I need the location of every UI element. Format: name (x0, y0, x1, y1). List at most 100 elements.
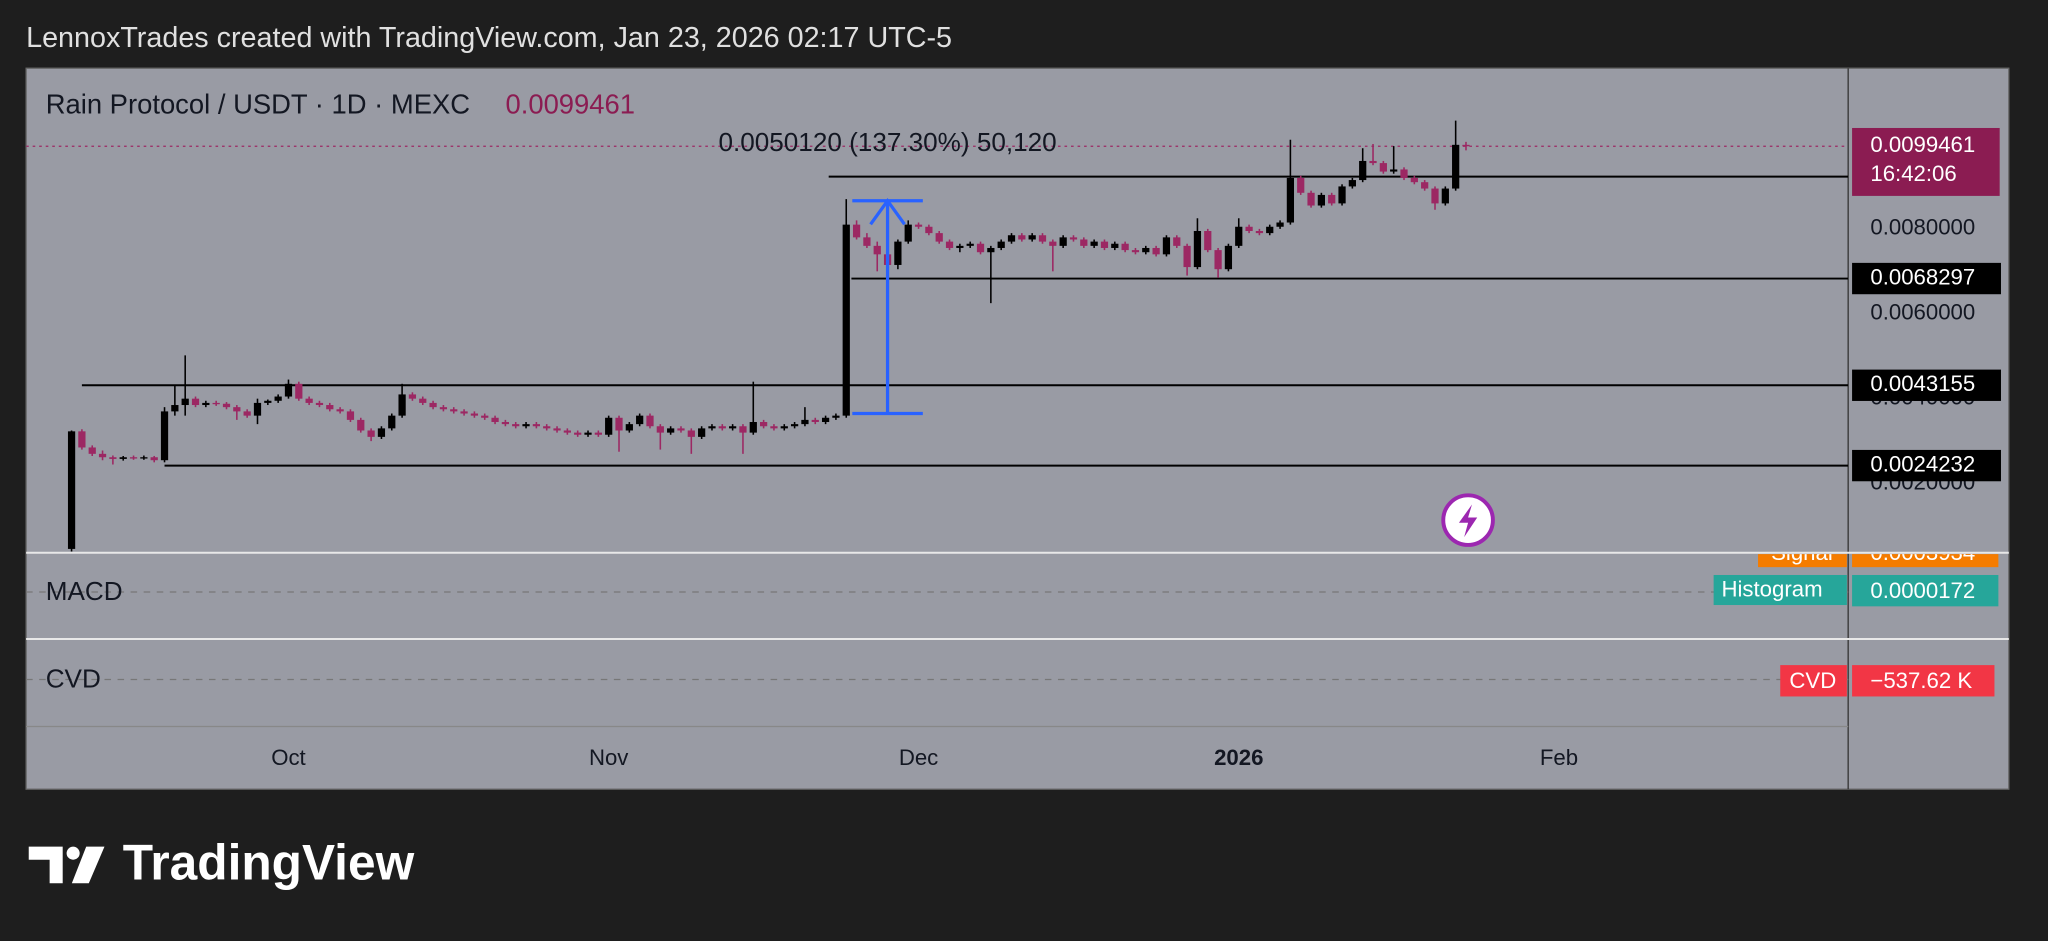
candle-body (1069, 237, 1078, 240)
candle-body (708, 426, 716, 429)
candle-body (1400, 169, 1408, 178)
candle-body (326, 405, 334, 410)
candle-body (181, 398, 189, 406)
candle-body (605, 417, 613, 435)
candle-body (1431, 188, 1439, 204)
legend-name: Histogram (1721, 577, 1822, 602)
alert-icon (1441, 493, 1495, 547)
candle-body (377, 428, 386, 437)
level-label: 0.0043155 (1870, 371, 1975, 396)
candle-body (481, 415, 489, 418)
candle-body (1152, 247, 1160, 255)
candle-body (78, 431, 86, 448)
candle-body (801, 419, 809, 425)
candle-body (1276, 222, 1284, 227)
candle-body (729, 426, 737, 429)
candle-body (656, 426, 664, 433)
candle-body (636, 415, 644, 425)
candle-body (667, 428, 675, 433)
measure-arrowhead (869, 197, 906, 226)
candle-body (470, 413, 479, 416)
pane-label: MACD (46, 576, 123, 606)
measure-label: 0.0050120 (137.30%) 50,120 (718, 127, 1056, 157)
candle-body (1038, 235, 1047, 242)
candle-body (532, 424, 540, 427)
candle-body (315, 402, 324, 406)
level-label: 0.0024232 (1870, 451, 1975, 476)
candle-body (956, 245, 964, 248)
candle-body (243, 411, 251, 416)
candle-body (760, 422, 768, 427)
legend-tag (1852, 554, 1999, 568)
level-tag (1852, 369, 2001, 401)
candle-body (1080, 239, 1088, 246)
macd-legend: Signal 0.0003934 (1758, 554, 1999, 568)
candle-body (615, 417, 623, 431)
candle-body (460, 411, 468, 414)
candle-body (1286, 177, 1295, 223)
candle-body (739, 426, 747, 433)
candle-body (945, 241, 954, 248)
x-tick-label: 2026 (1214, 745, 1263, 770)
candle-body (67, 431, 76, 549)
candle-body (687, 430, 695, 437)
candle-body (398, 394, 406, 416)
candle-body (790, 424, 799, 427)
candle-body (305, 398, 313, 403)
candle-body (501, 422, 510, 425)
last-price-label: 0.0099461 (1870, 132, 1975, 157)
footer-brand: TradingView (123, 834, 415, 890)
candle-body (1348, 180, 1356, 187)
candle-body (1255, 230, 1264, 234)
candle-body (1018, 235, 1026, 240)
candle-body (770, 426, 778, 429)
candle-body (408, 394, 417, 399)
candle-body (202, 402, 210, 406)
candle-body (388, 415, 396, 429)
candle-body (98, 453, 107, 458)
candle-body (894, 241, 902, 265)
candle-body (1090, 241, 1098, 246)
price-pane (26, 120, 1849, 552)
chart-title: Rain Protocol / USDT · 1D · MEXC (46, 88, 470, 119)
candle-body (222, 403, 231, 408)
candle-body (914, 224, 923, 227)
candle-body (1266, 226, 1274, 234)
candle-body (1317, 194, 1325, 206)
candle-body (780, 426, 788, 429)
last-price-tag (1852, 127, 2000, 196)
candle-body (522, 424, 530, 427)
candle-body (976, 243, 985, 253)
candle-body (450, 409, 458, 412)
candle-body (625, 424, 633, 431)
candle-body (1183, 245, 1191, 268)
candle-body (129, 457, 138, 459)
candle-body (346, 411, 355, 420)
candle-body (150, 457, 158, 461)
candle-body (1131, 250, 1140, 253)
candle-body (1390, 169, 1398, 172)
chart-panel (25, 67, 2010, 790)
legend-tag (1852, 574, 1999, 607)
candle-body (1142, 247, 1150, 253)
pane-label: CVD (46, 664, 101, 694)
tradingview-logo (28, 846, 105, 884)
candle-body (1162, 237, 1171, 255)
candle-body (718, 426, 726, 429)
candle-body (1297, 177, 1305, 193)
legend-tag (1852, 665, 1995, 697)
header: LennoxTrades created with TradingView.co… (26, 22, 952, 54)
candle-body (1235, 226, 1243, 246)
candle-body (491, 417, 499, 423)
candle-body (1121, 243, 1129, 251)
candle-body (1421, 182, 1429, 189)
candle-body (1328, 194, 1336, 204)
candle-body (1369, 160, 1377, 164)
level-tag (1852, 262, 2001, 295)
candle-body (698, 428, 706, 437)
axes: 0.00200000.00400000.00600000.0080000OctN… (271, 127, 2001, 770)
candle-body (1224, 245, 1233, 270)
countdown: 16:42:06 (1870, 161, 1956, 186)
